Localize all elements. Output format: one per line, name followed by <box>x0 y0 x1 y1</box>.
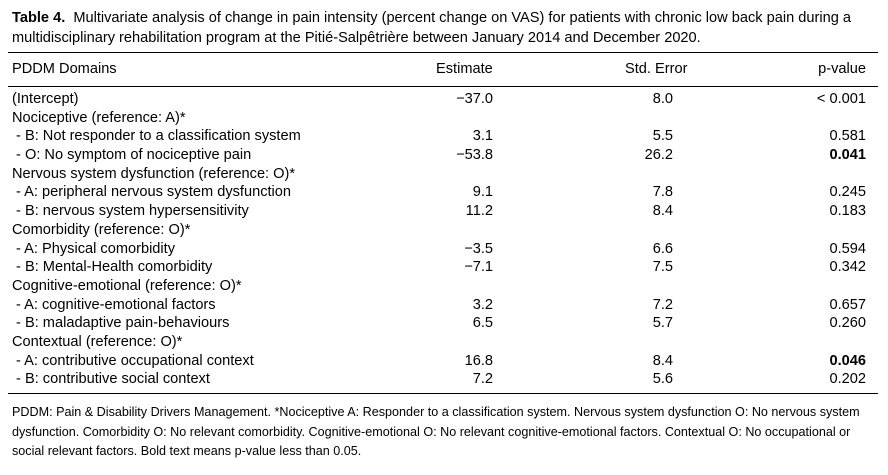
table-row: - B: Mental-Health comorbidity −7.1 7.5 0.3… <box>0 258 888 277</box>
row-label: Cognitive-emotional (reference: O)* <box>12 277 242 294</box>
table-row: - B: maladaptive pain-behaviours 6.5 5.7 0.… <box>0 314 888 333</box>
table-header: PDDM Domains Estimate Std. Error p-value <box>0 58 888 80</box>
row-estimate: −7.1 <box>464 259 493 276</box>
table-row: - B: Not responder to a classification s… <box>0 127 888 146</box>
row-p-value: < 0.001 <box>816 91 866 107</box>
row-label: Nociceptive (reference: A)* <box>12 109 186 126</box>
table-row: - O: No symptom of nociceptive pain −53.8… <box>0 146 888 165</box>
table-row: - B: nervous system hypersensitivity 11.2… <box>0 202 888 221</box>
row-label: - O: No symptom of nociceptive pain <box>12 147 252 164</box>
row-label: - B: maladaptive pain-behaviours <box>12 315 230 332</box>
table-caption-text: Multivariate analysis of change in pain … <box>12 10 852 46</box>
row-label: Nervous system dysfunction (reference: O… <box>12 165 296 182</box>
row-std-error: 5.5 <box>652 128 673 145</box>
row-label: Comorbidity (reference: O)* <box>12 221 191 238</box>
row-label: - B: contributive social context <box>12 371 210 388</box>
row-estimate: 6.5 <box>472 315 493 332</box>
row-estimate: 7.2 <box>472 371 493 388</box>
row-std-error: 8.0 <box>652 91 673 107</box>
row-std-error: 7.5 <box>652 259 673 276</box>
row-label: Contextual (reference: O)* <box>12 333 183 350</box>
row-label: (Intercept) <box>12 91 79 107</box>
row-estimate: 11.2 <box>465 203 493 220</box>
row-p-value: 0.202 <box>829 371 866 388</box>
row-estimate: 3.2 <box>472 296 493 313</box>
header-rule <box>8 86 878 87</box>
row-estimate: 3.1 <box>472 128 493 145</box>
table-row: Nervous system dysfunction (reference: O… <box>0 165 888 184</box>
row-label: - B: Not responder to a classification s… <box>12 128 301 145</box>
top-rule <box>8 52 878 53</box>
row-label: - B: Mental-Health comorbidity <box>12 259 213 276</box>
table-row: - A: Physical comorbidity −3.5 6.6 0.594 <box>0 240 888 259</box>
row-estimate: −3.5 <box>464 240 493 257</box>
row-label: - A: contributive occupational context <box>12 352 254 369</box>
row-p-value: 0.046 <box>829 352 866 369</box>
table-body: (Intercept) −37.0 8.0 < 0.001 Nociceptive (r… <box>0 90 888 389</box>
header-estimate: Estimate <box>436 61 493 77</box>
row-p-value: 0.260 <box>829 315 866 332</box>
row-estimate: −53.8 <box>456 147 493 164</box>
table-row: - B: contributive social context 7.2 5.6 0.… <box>0 370 888 389</box>
table-row: Cognitive-emotional (reference: O)* <box>0 277 888 296</box>
table-row: - A: contributive occupational context 16… <box>0 352 888 371</box>
row-estimate: −37.0 <box>456 91 493 107</box>
table-row: Nociceptive (reference: A)* <box>0 109 888 128</box>
table-row: Comorbidity (reference: O)* <box>0 221 888 240</box>
bottom-rule <box>8 393 878 394</box>
row-std-error: 7.2 <box>652 296 673 313</box>
table-row: Contextual (reference: O)* <box>0 333 888 352</box>
table-footnote: PDDM: Pain & Disability Drivers Manageme… <box>12 405 860 458</box>
header-std-error: Std. Error <box>625 61 688 77</box>
header-p-value: p-value <box>818 61 866 77</box>
table-row: (Intercept) −37.0 8.0 < 0.001 <box>0 90 888 109</box>
row-std-error: 26.2 <box>644 147 673 164</box>
table-row: - A: cognitive-emotional factors 3.2 7.2 0.… <box>0 296 888 315</box>
row-label: - B: nervous system hypersensitivity <box>12 203 249 220</box>
row-label: - A: Physical comorbidity <box>12 240 176 257</box>
row-label: - A: cognitive-emotional factors <box>12 296 216 313</box>
table-row: - A: peripheral nervous system dysfuncti… <box>0 183 888 202</box>
row-estimate: 16.8 <box>464 352 493 369</box>
header-domains: PDDM Domains <box>12 61 117 77</box>
row-std-error: 8.4 <box>652 352 673 369</box>
row-p-value: 0.041 <box>829 147 866 164</box>
row-std-error: 8.4 <box>652 203 673 220</box>
row-std-error: 6.6 <box>652 240 673 257</box>
table-caption: Table 4. Multivariate analysis of change… <box>12 8 876 48</box>
row-std-error: 5.7 <box>652 315 673 332</box>
row-std-error: 7.8 <box>652 184 673 201</box>
row-p-value: 0.342 <box>829 259 866 276</box>
row-p-value: 0.245 <box>829 184 866 201</box>
row-p-value: 0.581 <box>829 128 866 145</box>
row-p-value: 0.183 <box>829 203 866 220</box>
row-p-value: 0.657 <box>829 296 866 313</box>
row-estimate: 9.1 <box>472 184 493 201</box>
table-label: Table 4. <box>12 10 66 26</box>
row-label: - A: peripheral nervous system dysfuncti… <box>12 184 292 201</box>
row-std-error: 5.6 <box>652 371 673 388</box>
row-p-value: 0.594 <box>829 240 866 257</box>
